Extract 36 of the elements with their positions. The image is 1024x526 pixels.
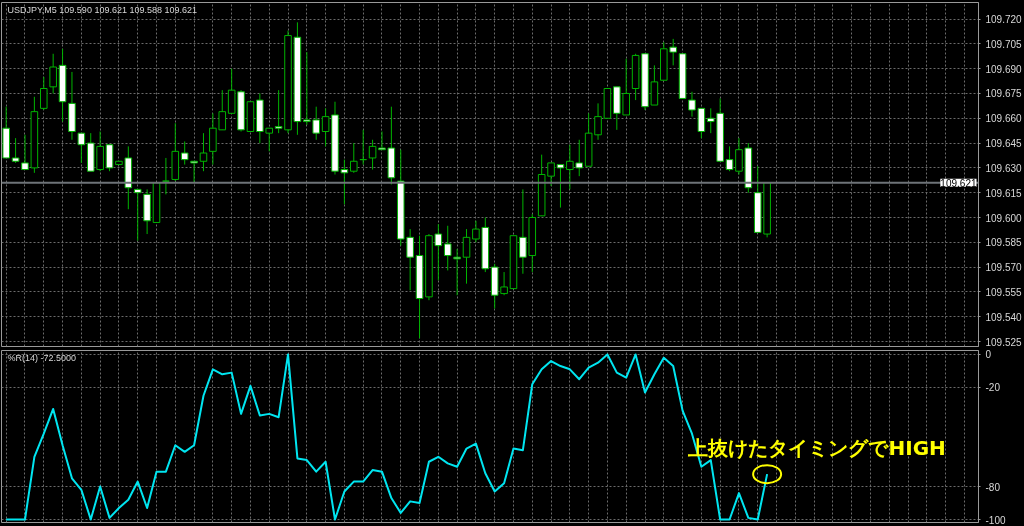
candlestick — [105, 144, 114, 172]
candlestick — [350, 142, 358, 174]
candlestick — [39, 76, 48, 111]
candlestick — [556, 164, 565, 209]
y-tick-label: 109.675 — [985, 88, 1023, 100]
y-tick-label: 109.705 — [985, 38, 1023, 50]
y-tick-label: -80 — [985, 481, 1001, 493]
y-tick-label: 109.555 — [985, 286, 1023, 298]
y-tick-label: 109.570 — [985, 262, 1023, 274]
y-tick-label: 109.600 — [985, 212, 1023, 224]
y-tick-label: 109.615 — [985, 187, 1023, 199]
candlestick — [49, 53, 57, 94]
y-tick-label: -20 — [985, 382, 1001, 394]
candlestick — [162, 157, 170, 195]
candlestick — [77, 132, 86, 164]
y-tick-label: 0 — [985, 349, 992, 361]
ref-line-label: 109.621 — [940, 177, 977, 189]
y-tick-label: 109.525 — [985, 336, 1023, 348]
y-tick-label: 109.630 — [985, 162, 1023, 174]
candlestick — [11, 137, 20, 164]
candlestick — [199, 132, 208, 172]
y-tick-label: 109.660 — [985, 113, 1023, 125]
y-tick-label: 109.585 — [985, 237, 1023, 249]
chart-title: USDJPY,M5 109.590 109.621 109.588 109.621 — [7, 4, 197, 15]
candlestick — [443, 225, 452, 271]
y-tick-label: 109.540 — [985, 311, 1023, 323]
y-tick-label: -100 — [985, 514, 1006, 526]
candlestick — [725, 145, 734, 172]
candlestick — [462, 228, 471, 285]
chart-title: %R(14) -72.5000 — [7, 352, 77, 363]
candlestick — [190, 160, 198, 184]
candlestick — [180, 140, 189, 166]
y-tick-label: 109.690 — [985, 63, 1023, 75]
y-tick-label: 109.645 — [985, 138, 1023, 150]
y-tick-label: 109.720 — [985, 14, 1023, 26]
candlestick — [133, 188, 142, 242]
